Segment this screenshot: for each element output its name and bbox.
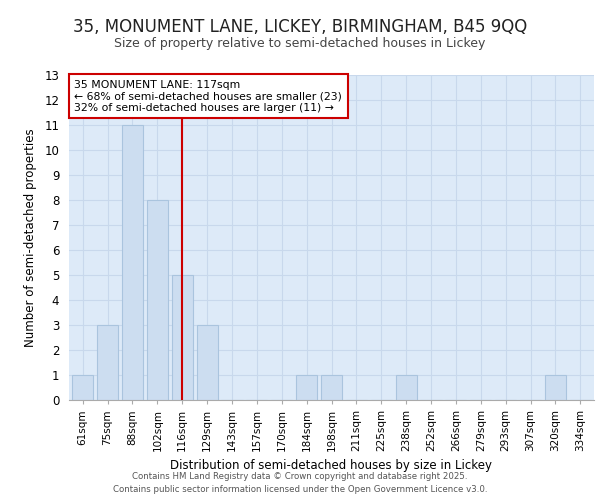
Text: Size of property relative to semi-detached houses in Lickey: Size of property relative to semi-detach… bbox=[115, 38, 485, 51]
Bar bbox=[72, 375, 93, 400]
Text: 35 MONUMENT LANE: 117sqm
← 68% of semi-detached houses are smaller (23)
32% of s: 35 MONUMENT LANE: 117sqm ← 68% of semi-d… bbox=[74, 80, 342, 113]
X-axis label: Distribution of semi-detached houses by size in Lickey: Distribution of semi-detached houses by … bbox=[170, 460, 493, 472]
Bar bbox=[97, 325, 118, 400]
Bar bbox=[296, 375, 317, 400]
Y-axis label: Number of semi-detached properties: Number of semi-detached properties bbox=[25, 128, 37, 347]
Bar bbox=[321, 375, 342, 400]
Bar bbox=[197, 325, 218, 400]
Bar bbox=[122, 125, 143, 400]
Bar bbox=[147, 200, 168, 400]
Bar bbox=[172, 275, 193, 400]
Bar bbox=[545, 375, 566, 400]
Bar bbox=[395, 375, 417, 400]
Text: 35, MONUMENT LANE, LICKEY, BIRMINGHAM, B45 9QQ: 35, MONUMENT LANE, LICKEY, BIRMINGHAM, B… bbox=[73, 18, 527, 36]
Text: Contains HM Land Registry data © Crown copyright and database right 2025.
Contai: Contains HM Land Registry data © Crown c… bbox=[113, 472, 487, 494]
